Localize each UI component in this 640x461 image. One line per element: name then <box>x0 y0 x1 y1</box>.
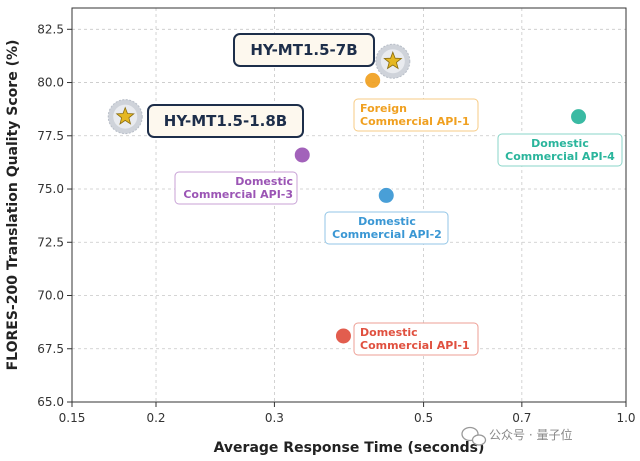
x-tick-label: 0.2 <box>146 411 165 425</box>
x-tick-label: 1.0 <box>616 411 635 425</box>
x-tick-label: 0.5 <box>414 411 433 425</box>
point-label: HY-MT1.5-1.8B <box>164 112 287 130</box>
point-marker <box>364 71 382 89</box>
point-hy-mt1-5-1-8b: HY-MT1.5-1.8B <box>107 99 304 138</box>
axis-ticks: 0.15 0.2 0.3 0.5 0.7 1.0 65.0 67.5 70.0 72.5 75.0 7… <box>37 22 635 425</box>
y-tick-label: 70.0 <box>37 289 64 303</box>
y-tick-label: 82.5 <box>37 22 64 36</box>
y-tick-label: 65.0 <box>37 395 64 409</box>
star-icon <box>115 106 135 125</box>
point-domestic-commercial-api-3: Domestic Commercial API-3 <box>174 146 311 205</box>
label-box <box>174 171 298 205</box>
point-domestic-commercial-api-4: Domestic Commercial API-4 <box>497 108 623 167</box>
watermark: 公众号 · 量子位 <box>461 426 572 446</box>
label-box <box>233 33 375 67</box>
y-tick-label: 67.5 <box>37 342 64 356</box>
point-label: Domestic Commercial API-3 <box>183 175 293 201</box>
label-box <box>497 133 623 167</box>
point-label: HY-MT1.5-7B <box>250 41 357 59</box>
point-label: Domestic Commercial API-4 <box>505 137 615 163</box>
y-tick-label: 80.0 <box>37 76 64 90</box>
label-box <box>324 211 449 245</box>
point-marker <box>293 146 311 164</box>
point-marker <box>334 327 352 345</box>
data-points: HY-MT1.5-7B HY-MT1.5-1.8B Foreign Commercia… <box>107 33 623 356</box>
x-tick-label: 0.15 <box>59 411 86 425</box>
watermark-text: 公众号 · 量子位 <box>489 427 572 442</box>
y-axis-title: FLORES-200 Translation Quality Score (%) <box>5 40 21 371</box>
x-tick-label: 0.3 <box>265 411 284 425</box>
point-marker <box>377 186 395 204</box>
y-tick-label: 72.5 <box>37 235 64 249</box>
point-label: Foreign Commercial API-1 <box>360 102 470 128</box>
point-foreign-commercial-api-1: Foreign Commercial API-1 <box>353 71 479 132</box>
x-tick-label: 0.7 <box>512 411 531 425</box>
y-tick-label: 75.0 <box>37 182 64 196</box>
point-marker <box>570 108 588 126</box>
y-tick-label: 77.5 <box>37 129 64 143</box>
plot-frame <box>71 7 627 403</box>
star-icon <box>383 51 403 70</box>
label-box <box>353 322 479 356</box>
point-domestic-commercial-api-2: Domestic Commercial API-2 <box>324 186 449 245</box>
point-label: Domestic Commercial API-1 <box>360 326 470 352</box>
wechat-icon <box>461 426 487 446</box>
point-hy-mt1-5-7b: HY-MT1.5-7B <box>233 33 411 79</box>
label-box <box>353 98 479 132</box>
point-domestic-commercial-api-1: Domestic Commercial API-1 <box>334 322 479 356</box>
x-axis-title: Average Response Time (seconds) <box>214 440 485 456</box>
point-label: Domestic Commercial API-2 <box>332 215 442 241</box>
label-box <box>147 104 304 138</box>
